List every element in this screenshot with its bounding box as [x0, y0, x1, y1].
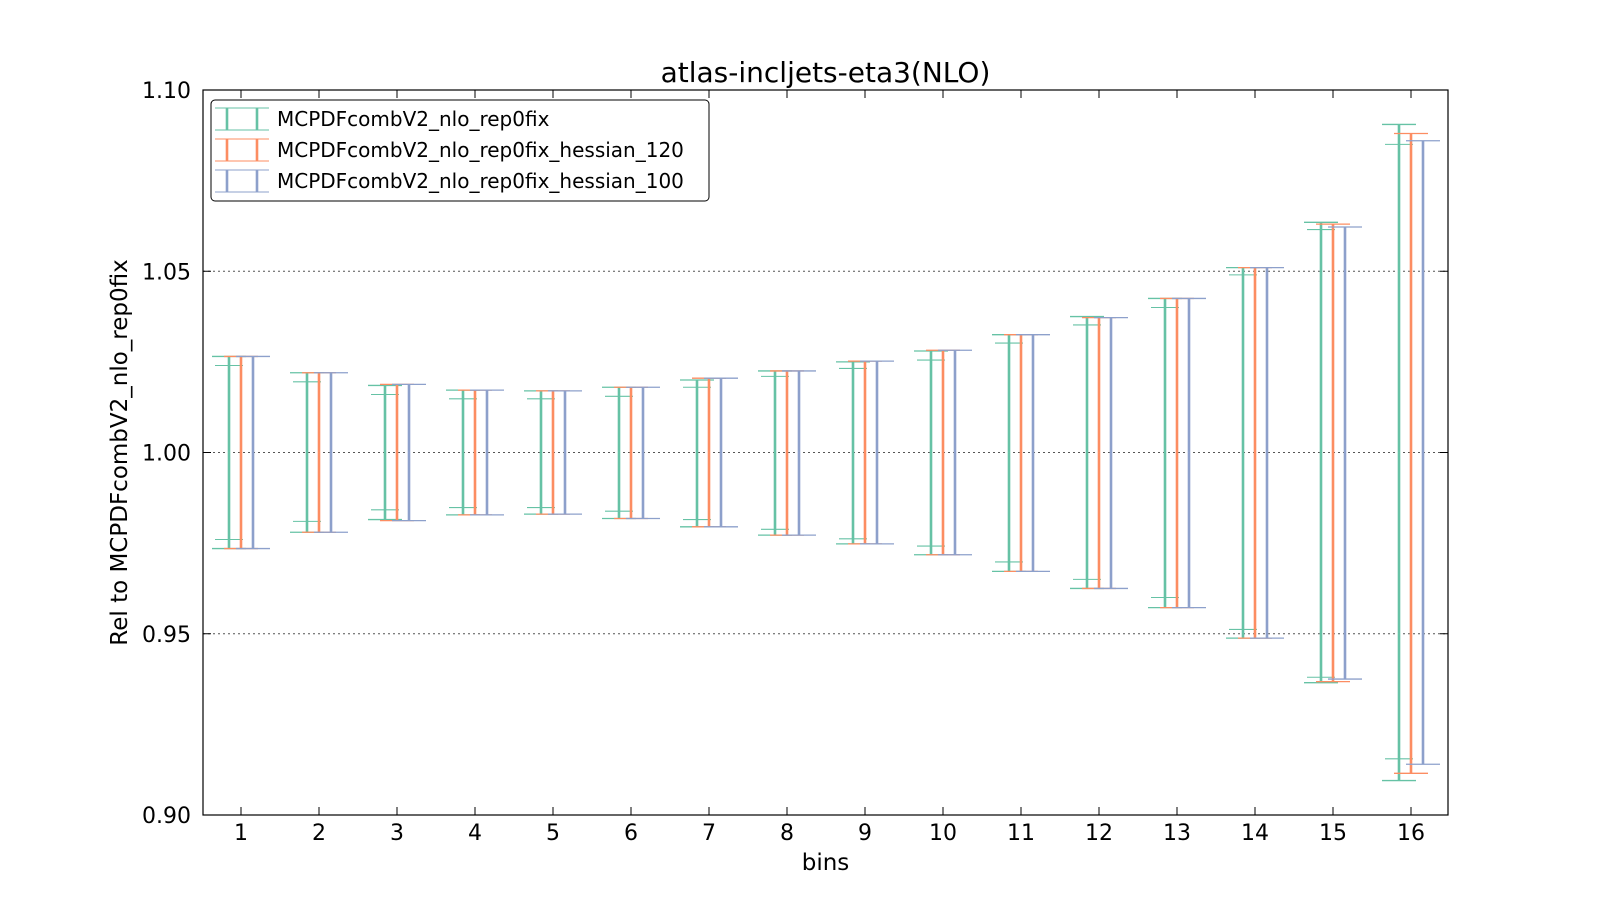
x-tick-label: 5	[546, 821, 560, 846]
x-axis-ticks: 1 2 3 4 5 6 7 8 9 10 11 12 13 14 15 16	[234, 90, 1425, 846]
legend-box	[210, 99, 710, 202]
legend-label: MCPDFcombV2_nlo_rep0fix_hessian_120	[277, 138, 684, 162]
x-tick-label: 1	[234, 821, 248, 846]
legend-label: MCPDFcombV2_nlo_rep0fix	[277, 107, 550, 131]
x-tick-label: 8	[780, 821, 794, 846]
x-tick-label: 14	[1241, 821, 1269, 846]
chart-title: atlas-incljets-eta3(NLO)	[661, 56, 991, 89]
x-tick-label: 10	[929, 821, 957, 846]
x-tick-label: 12	[1085, 821, 1113, 846]
error-bars	[212, 123, 1440, 782]
y-axis-ticks: 0.90 0.95 1.00 1.05 1.10	[142, 79, 1448, 829]
legend: MCPDFcombV2_nlo_rep0fix MCPDFcombV2_nlo_r…	[210, 99, 710, 202]
x-tick-label: 7	[702, 821, 716, 846]
y-axis-label: Rel to MCPDFcombV2_nlo_rep0fix	[107, 259, 133, 645]
x-tick-label: 6	[624, 821, 638, 846]
y-tick-label: 0.95	[142, 623, 191, 648]
x-tick-label: 2	[312, 821, 326, 846]
legend-label: MCPDFcombV2_nlo_rep0fix_hessian_100	[277, 169, 684, 193]
y-tick-label: 1.10	[142, 79, 191, 104]
y-tick-label: 1.00	[142, 442, 191, 467]
x-tick-label: 4	[468, 821, 482, 846]
x-axis-label: bins	[802, 850, 850, 876]
grid-lines	[203, 270, 1448, 635]
x-tick-label: 3	[390, 821, 404, 846]
x-tick-label: 15	[1319, 821, 1347, 846]
x-tick-label: 9	[858, 821, 872, 846]
x-tick-label: 13	[1163, 821, 1191, 846]
y-tick-label: 0.90	[142, 804, 191, 829]
x-tick-label: 11	[1007, 821, 1035, 846]
y-tick-label: 1.05	[142, 260, 191, 285]
x-tick-label: 16	[1397, 821, 1425, 846]
